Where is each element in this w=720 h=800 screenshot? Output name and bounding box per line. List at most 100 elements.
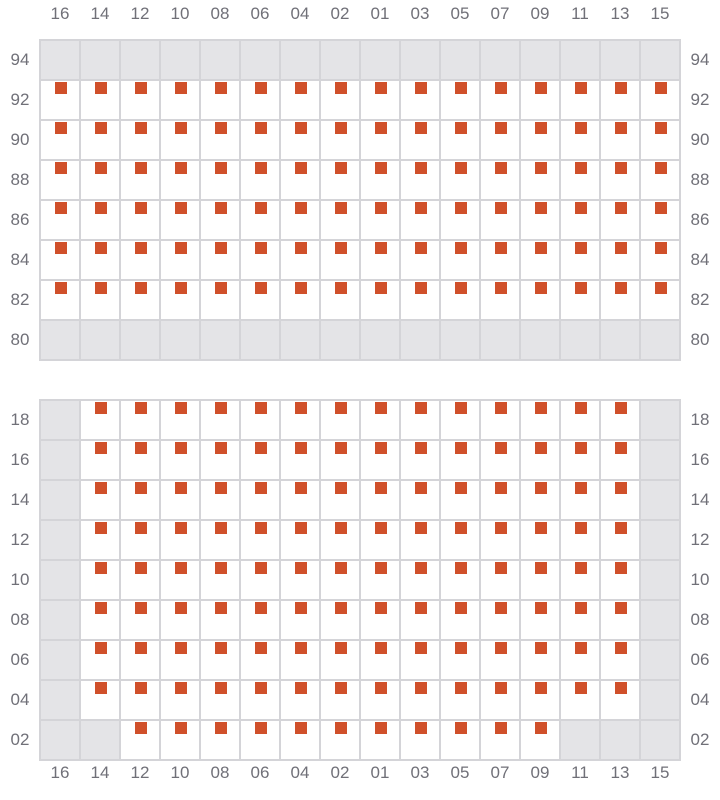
seat-cell[interactable] [321,441,359,479]
seat-marker[interactable] [615,402,627,414]
seat-marker[interactable] [535,562,547,574]
seat-marker[interactable] [215,82,227,94]
seat-cell[interactable] [601,561,639,599]
seat-marker[interactable] [375,402,387,414]
seat-marker[interactable] [95,602,107,614]
seat-cell[interactable] [281,281,319,319]
seat-cell[interactable] [41,121,79,159]
seat-cell[interactable] [601,241,639,279]
seat-marker[interactable] [335,82,347,94]
seat-marker[interactable] [375,162,387,174]
seat-cell[interactable] [201,521,239,559]
seat-marker[interactable] [95,202,107,214]
seat-marker[interactable] [615,122,627,134]
seat-marker[interactable] [255,482,267,494]
seat-cell[interactable] [161,161,199,199]
seat-marker[interactable] [535,282,547,294]
seat-cell[interactable] [401,241,439,279]
seat-marker[interactable] [135,522,147,534]
seat-cell[interactable] [161,201,199,239]
seat-marker[interactable] [255,122,267,134]
seat-marker[interactable] [55,282,67,294]
seat-cell[interactable] [281,601,319,639]
seat-cell[interactable] [401,561,439,599]
seat-marker[interactable] [335,522,347,534]
seat-cell[interactable] [161,561,199,599]
seat-cell[interactable] [361,601,399,639]
seat-marker[interactable] [535,82,547,94]
seat-cell[interactable] [401,161,439,199]
seat-cell[interactable] [361,201,399,239]
seat-cell[interactable] [321,201,359,239]
seat-cell[interactable] [281,641,319,679]
seat-cell[interactable] [81,241,119,279]
seat-marker[interactable] [615,602,627,614]
seat-marker[interactable] [375,722,387,734]
seat-marker[interactable] [215,202,227,214]
seat-marker[interactable] [255,242,267,254]
seat-marker[interactable] [575,522,587,534]
seat-cell[interactable] [41,241,79,279]
seat-cell[interactable] [241,201,279,239]
seat-marker[interactable] [535,642,547,654]
seat-marker[interactable] [215,482,227,494]
seat-cell[interactable] [601,161,639,199]
seat-marker[interactable] [455,602,467,614]
seat-marker[interactable] [575,642,587,654]
seat-cell[interactable] [561,241,599,279]
seat-marker[interactable] [455,242,467,254]
seat-marker[interactable] [95,522,107,534]
seat-marker[interactable] [455,202,467,214]
seat-marker[interactable] [55,242,67,254]
seat-marker[interactable] [415,162,427,174]
seat-marker[interactable] [255,642,267,654]
seat-marker[interactable] [335,122,347,134]
seat-marker[interactable] [495,642,507,654]
seat-marker[interactable] [215,402,227,414]
seat-cell[interactable] [561,281,599,319]
seat-marker[interactable] [495,242,507,254]
seat-cell[interactable] [441,681,479,719]
seat-marker[interactable] [375,682,387,694]
seat-marker[interactable] [415,442,427,454]
seat-cell[interactable] [641,241,679,279]
seat-marker[interactable] [495,162,507,174]
seat-cell[interactable] [401,441,439,479]
seat-marker[interactable] [495,202,507,214]
seat-marker[interactable] [335,282,347,294]
seat-cell[interactable] [81,481,119,519]
seat-marker[interactable] [295,242,307,254]
seat-cell[interactable] [361,721,399,759]
seat-cell[interactable] [201,161,239,199]
seat-marker[interactable] [575,202,587,214]
seat-cell[interactable] [601,81,639,119]
seat-cell[interactable] [321,281,359,319]
seat-cell[interactable] [481,601,519,639]
seat-cell[interactable] [321,641,359,679]
seat-cell[interactable] [361,681,399,719]
seat-cell[interactable] [81,201,119,239]
seat-marker[interactable] [455,282,467,294]
seat-cell[interactable] [201,721,239,759]
seat-marker[interactable] [655,202,667,214]
seat-cell[interactable] [81,641,119,679]
seat-cell[interactable] [161,721,199,759]
seat-cell[interactable] [321,481,359,519]
seat-marker[interactable] [95,162,107,174]
seat-marker[interactable] [295,722,307,734]
seat-cell[interactable] [481,401,519,439]
seat-cell[interactable] [641,121,679,159]
seat-cell[interactable] [281,481,319,519]
seat-marker[interactable] [495,522,507,534]
seat-cell[interactable] [441,441,479,479]
seat-cell[interactable] [121,681,159,719]
seat-marker[interactable] [95,642,107,654]
seat-cell[interactable] [521,121,559,159]
seat-marker[interactable] [95,402,107,414]
seat-cell[interactable] [121,481,159,519]
seat-cell[interactable] [161,481,199,519]
seat-marker[interactable] [135,82,147,94]
seat-cell[interactable] [241,521,279,559]
seat-cell[interactable] [601,201,639,239]
seat-cell[interactable] [321,721,359,759]
